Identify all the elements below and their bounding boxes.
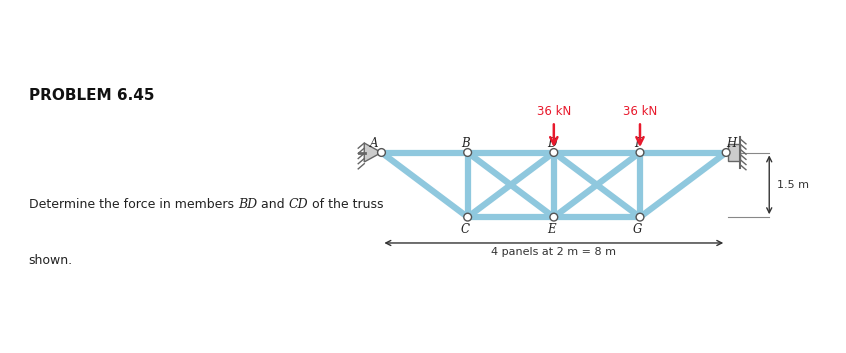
Circle shape bbox=[377, 149, 386, 156]
Text: CD: CD bbox=[288, 198, 308, 211]
Text: G: G bbox=[633, 223, 642, 236]
Circle shape bbox=[550, 213, 558, 221]
Text: BD: BD bbox=[238, 198, 257, 211]
Text: 36 kN: 36 kN bbox=[623, 105, 657, 118]
Text: PROBLEM 6.45: PROBLEM 6.45 bbox=[29, 88, 154, 103]
Text: C: C bbox=[461, 223, 470, 236]
Polygon shape bbox=[365, 143, 382, 162]
Text: B: B bbox=[461, 137, 470, 150]
Text: shown.: shown. bbox=[29, 254, 73, 267]
Circle shape bbox=[464, 213, 471, 221]
Circle shape bbox=[636, 213, 644, 221]
Text: E: E bbox=[547, 223, 556, 236]
Text: H: H bbox=[726, 137, 737, 150]
Text: of the truss: of the truss bbox=[308, 198, 383, 211]
Circle shape bbox=[722, 149, 730, 156]
Text: D: D bbox=[547, 137, 557, 150]
Text: Determine the force in members: Determine the force in members bbox=[29, 198, 238, 211]
Text: A: A bbox=[370, 137, 378, 150]
Bar bbox=[728, 144, 740, 161]
Text: 36 kN: 36 kN bbox=[536, 105, 571, 118]
Circle shape bbox=[636, 149, 644, 156]
Text: 1.5 m: 1.5 m bbox=[777, 180, 809, 190]
Text: 4 panels at 2 m = 8 m: 4 panels at 2 m = 8 m bbox=[492, 247, 617, 257]
Text: and: and bbox=[257, 198, 288, 211]
Text: F: F bbox=[634, 137, 642, 150]
Circle shape bbox=[464, 149, 471, 156]
Circle shape bbox=[550, 149, 558, 156]
